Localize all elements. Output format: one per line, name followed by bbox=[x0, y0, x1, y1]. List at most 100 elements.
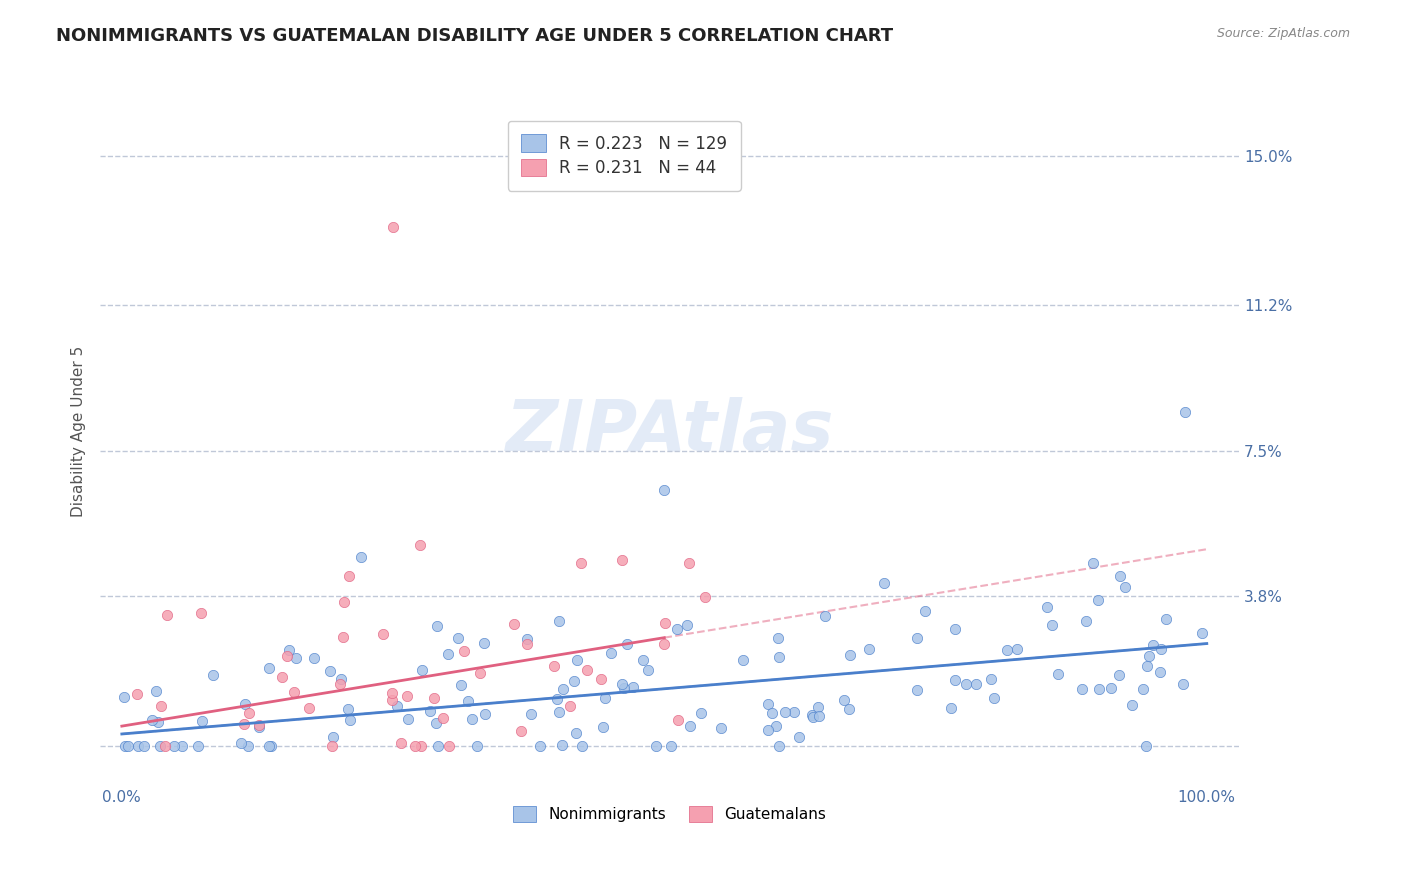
Point bbox=[1114, 580, 1136, 594]
Point bbox=[801, 710, 824, 724]
Point bbox=[423, 690, 446, 705]
Point bbox=[447, 631, 470, 645]
Point bbox=[1036, 600, 1059, 615]
Point bbox=[637, 663, 659, 677]
Point bbox=[789, 730, 811, 744]
Point bbox=[814, 609, 837, 624]
Point bbox=[1121, 698, 1143, 712]
Point bbox=[332, 631, 354, 645]
Point bbox=[1088, 682, 1111, 697]
Point bbox=[676, 618, 699, 632]
Point bbox=[465, 739, 488, 753]
Point bbox=[665, 622, 688, 636]
Point bbox=[396, 712, 419, 726]
Point bbox=[1191, 626, 1213, 640]
Point bbox=[409, 739, 432, 753]
Point bbox=[470, 666, 492, 681]
Point bbox=[278, 643, 301, 657]
Point bbox=[773, 705, 796, 719]
Point bbox=[117, 739, 139, 753]
Point bbox=[678, 719, 700, 733]
Point bbox=[1074, 614, 1097, 628]
Point bbox=[592, 719, 614, 733]
Point bbox=[558, 698, 581, 713]
Point bbox=[695, 591, 717, 605]
Point bbox=[610, 553, 633, 567]
Point bbox=[529, 739, 551, 753]
Point bbox=[170, 739, 193, 753]
Point bbox=[565, 725, 588, 739]
Point bbox=[548, 706, 571, 720]
Point bbox=[1154, 612, 1177, 626]
Point bbox=[112, 690, 135, 705]
Point bbox=[247, 718, 270, 732]
Point bbox=[472, 635, 495, 649]
Point bbox=[613, 681, 636, 695]
Point bbox=[955, 677, 977, 691]
Point bbox=[1142, 638, 1164, 652]
Point bbox=[756, 723, 779, 738]
Point bbox=[761, 706, 783, 721]
Point bbox=[283, 685, 305, 699]
Point bbox=[1040, 617, 1063, 632]
Point bbox=[298, 701, 321, 715]
Point bbox=[995, 643, 1018, 657]
Point bbox=[1108, 668, 1130, 682]
Point bbox=[1099, 681, 1122, 695]
Point bbox=[569, 556, 592, 570]
Point bbox=[373, 627, 395, 641]
Point bbox=[983, 691, 1005, 706]
Point bbox=[190, 606, 212, 620]
Point bbox=[808, 709, 831, 723]
Point bbox=[1005, 641, 1028, 656]
Point bbox=[562, 673, 585, 688]
Point bbox=[551, 681, 574, 696]
Point bbox=[520, 706, 543, 721]
Point bbox=[980, 672, 1002, 686]
Point bbox=[114, 739, 136, 753]
Point bbox=[127, 739, 149, 753]
Point bbox=[339, 713, 361, 727]
Point bbox=[1135, 739, 1157, 753]
Text: ZIP: ZIP bbox=[603, 397, 735, 466]
Point bbox=[905, 631, 928, 645]
Point bbox=[905, 683, 928, 698]
Point bbox=[276, 648, 298, 663]
Point bbox=[233, 697, 256, 711]
Point bbox=[543, 659, 565, 673]
Point bbox=[202, 668, 225, 682]
Point bbox=[381, 693, 404, 707]
Point bbox=[134, 739, 156, 753]
Point bbox=[395, 690, 418, 704]
Point bbox=[645, 739, 668, 753]
Point bbox=[409, 538, 432, 552]
Point bbox=[149, 739, 172, 753]
Point bbox=[768, 739, 790, 753]
Point bbox=[337, 702, 360, 716]
Point bbox=[145, 684, 167, 698]
Point bbox=[425, 715, 447, 730]
Point bbox=[503, 616, 526, 631]
Point bbox=[260, 739, 283, 753]
Point bbox=[654, 615, 676, 630]
Point bbox=[1137, 648, 1160, 663]
Point bbox=[1149, 642, 1171, 657]
Point bbox=[652, 483, 675, 498]
Point bbox=[436, 647, 458, 661]
Point bbox=[801, 708, 824, 723]
Point bbox=[710, 721, 733, 735]
Point bbox=[576, 663, 599, 677]
Point bbox=[652, 636, 675, 650]
Point bbox=[141, 713, 163, 727]
Point bbox=[125, 687, 148, 701]
Point bbox=[381, 686, 404, 700]
Point bbox=[551, 738, 574, 752]
Point bbox=[858, 641, 880, 656]
Point bbox=[426, 619, 449, 633]
Point bbox=[832, 692, 855, 706]
Point bbox=[304, 651, 326, 665]
Text: ZIPAtlas: ZIPAtlas bbox=[506, 397, 834, 466]
Point bbox=[236, 739, 259, 753]
Point bbox=[247, 721, 270, 735]
Point bbox=[350, 550, 373, 565]
